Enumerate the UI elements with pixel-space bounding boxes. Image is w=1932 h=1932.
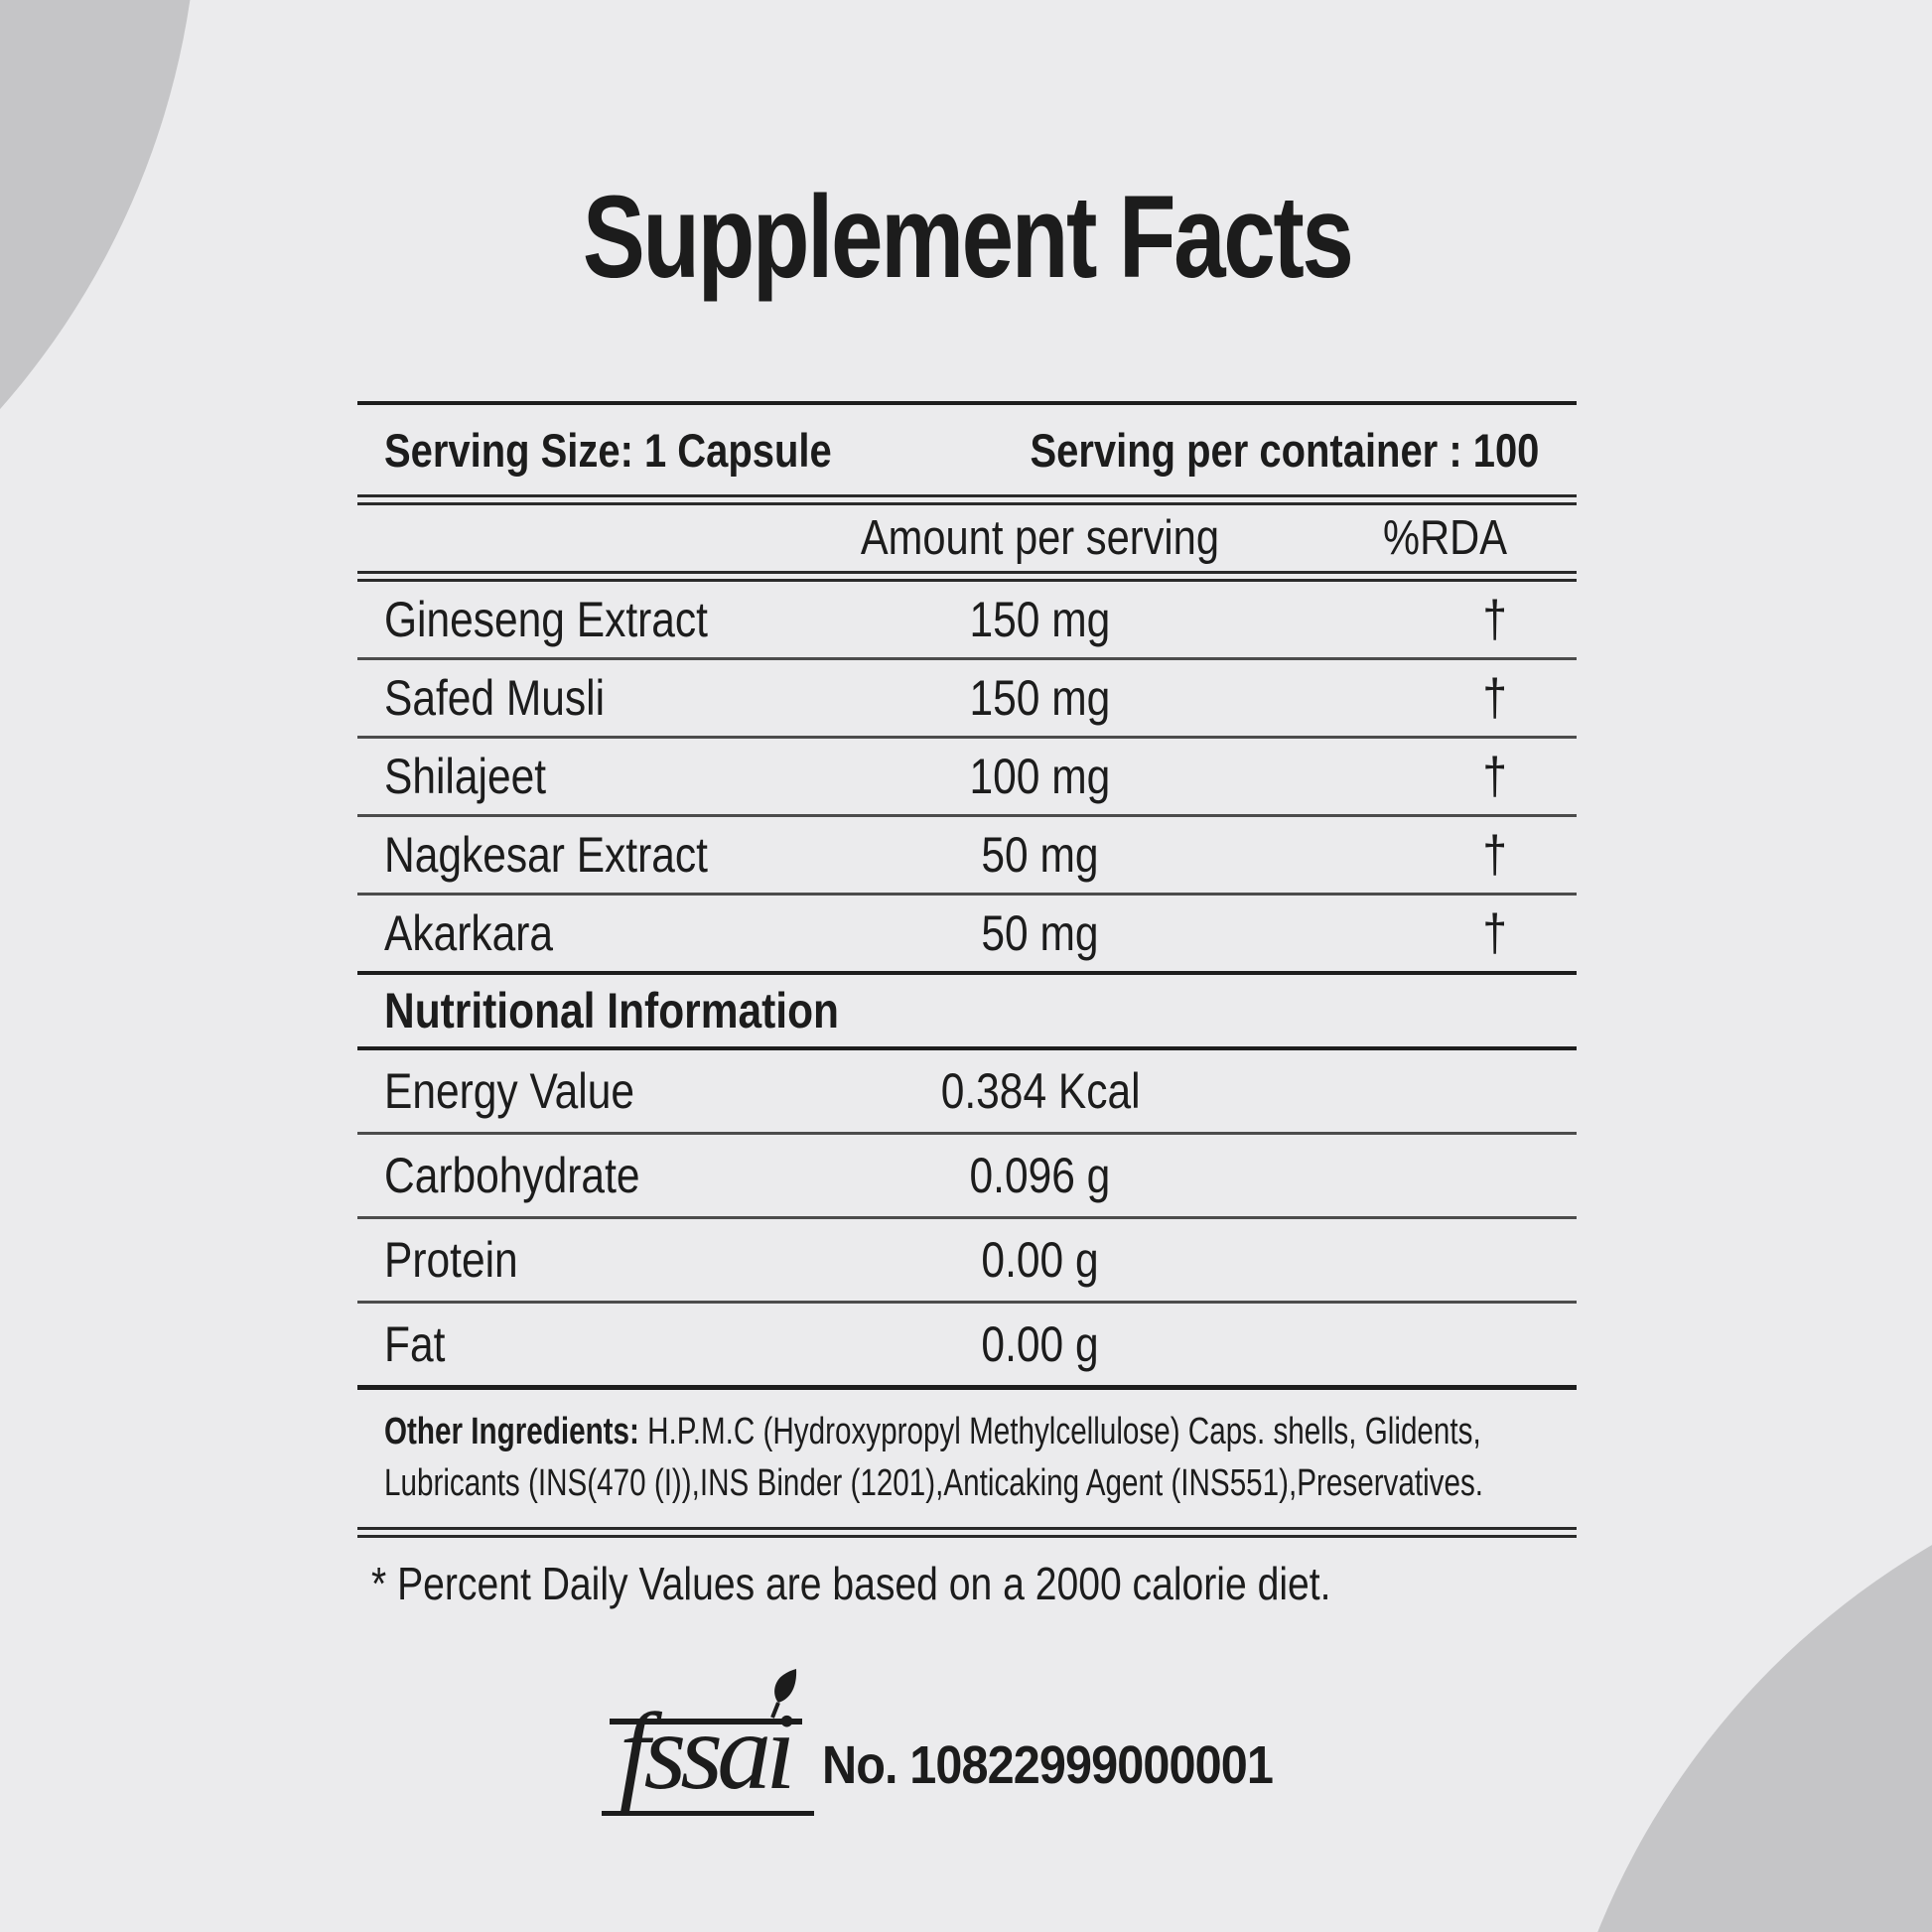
rule-other-ingredients	[357, 1385, 1577, 1390]
dagger-symbol: †	[1482, 669, 1507, 727]
fssai-logo: fssai	[601, 1669, 814, 1826]
fssai-logo-text: fssai	[619, 1691, 796, 1812]
row-divider	[357, 1216, 1577, 1219]
decorative-circle-bottom-right	[1541, 1438, 1932, 1932]
decorative-circle-top-left	[0, 0, 199, 678]
nutritional-information-heading-row: Nutritional Information	[357, 975, 1577, 1046]
ingredient-name: Gineseng Extract	[384, 592, 709, 647]
nutrient-name: Carbohydrate	[384, 1148, 640, 1203]
ingredient-amount: 50 mg	[981, 905, 1099, 961]
amount-header: Amount per serving	[861, 511, 1220, 565]
fssai-logo-underline	[601, 1811, 814, 1816]
rda-header: %RDA	[1383, 511, 1507, 565]
nutrient-name: Fat	[384, 1316, 446, 1372]
row-divider	[357, 657, 1577, 660]
ingredient-amount: 150 mg	[969, 592, 1111, 647]
fssai-logo-top-bar	[609, 1719, 802, 1725]
fssai-row: fssai No. 10822999000001	[357, 1669, 1577, 1826]
rule-section	[357, 1046, 1577, 1050]
supplement-facts-panel: Supplement Facts Serving Size: 1 Capsule…	[357, 0, 1577, 1826]
page-title: Supplement Facts	[582, 172, 1354, 303]
nutrient-name: Energy Value	[384, 1063, 635, 1119]
nutrient-amount: 0.00 g	[981, 1232, 1099, 1288]
nutrient-amount: 0.00 g	[981, 1316, 1099, 1372]
dagger-symbol: †	[1482, 748, 1507, 805]
ingredient-row: Safed Musli 150 mg †	[357, 660, 1577, 736]
other-ingredients-label: Other Ingredients:	[384, 1411, 639, 1452]
daily-value-footnote-row: * Percent Daily Values are based on a 20…	[357, 1538, 1577, 1621]
other-ingredients-text: Other Ingredients: H.P.M.C (Hydroxypropy…	[384, 1406, 1575, 1509]
ingredient-row: Akarkara 50 mg †	[357, 896, 1577, 971]
nutrient-amount: 0.384 Kcal	[940, 1063, 1141, 1119]
dagger-symbol: †	[1482, 591, 1507, 648]
rule-top	[357, 401, 1577, 405]
row-divider	[357, 814, 1577, 817]
serving-row: Serving Size: 1 Capsule Serving per cont…	[357, 405, 1577, 494]
rule-double	[357, 494, 1577, 505]
fssai-license-number: No. 10822999000001	[821, 1735, 1274, 1795]
row-divider	[357, 893, 1577, 896]
ingredient-amount: 150 mg	[969, 670, 1111, 726]
ingredient-amount: 50 mg	[981, 827, 1099, 883]
row-divider	[357, 1132, 1577, 1135]
leaf-icon	[766, 1667, 800, 1724]
serving-size: Serving Size: 1 Capsule	[384, 423, 832, 477]
ingredient-name: Akarkara	[384, 905, 554, 961]
nutrient-amount: 0.096 g	[969, 1148, 1111, 1203]
row-divider	[357, 736, 1577, 739]
other-ingredients-block: Other Ingredients: H.P.M.C (Hydroxypropy…	[357, 1390, 1577, 1527]
rule-double	[357, 1527, 1577, 1538]
nutrition-row: Fat 0.00 g	[357, 1304, 1577, 1385]
ingredient-name: Shilajeet	[384, 749, 547, 804]
dagger-symbol: †	[1482, 826, 1507, 884]
ingredient-row: Shilajeet 100 mg †	[357, 739, 1577, 814]
daily-value-footnote: * Percent Daily Values are based on a 20…	[371, 1558, 1331, 1609]
nutrition-row: Carbohydrate 0.096 g	[357, 1135, 1577, 1216]
servings-per-container: Serving per container : 100	[1030, 423, 1539, 477]
nutritional-information-heading: Nutritional Information	[384, 983, 840, 1038]
other-ingredients-list: H.P.M.C (Hydroxypropyl Methylcellulose) …	[384, 1411, 1484, 1504]
title-wrap: Supplement Facts	[357, 0, 1577, 401]
dagger-symbol: †	[1482, 904, 1507, 962]
ingredient-name: Safed Musli	[384, 670, 606, 726]
row-divider	[357, 1301, 1577, 1304]
ingredient-row: Gineseng Extract 150 mg †	[357, 582, 1577, 657]
nutrition-row: Protein 0.00 g	[357, 1219, 1577, 1301]
rule-double	[357, 571, 1577, 582]
ingredient-amount: 100 mg	[969, 749, 1111, 804]
column-header-row: Amount per serving %RDA	[357, 505, 1577, 571]
nutrient-name: Protein	[384, 1232, 518, 1288]
ingredient-row: Nagkesar Extract 50 mg †	[357, 817, 1577, 893]
rule-section	[357, 971, 1577, 975]
fssai-license-number-wrap: No. 10822999000001	[822, 1734, 1322, 1826]
nutrition-row: Energy Value 0.384 Kcal	[357, 1050, 1577, 1132]
ingredient-name: Nagkesar Extract	[384, 827, 708, 883]
